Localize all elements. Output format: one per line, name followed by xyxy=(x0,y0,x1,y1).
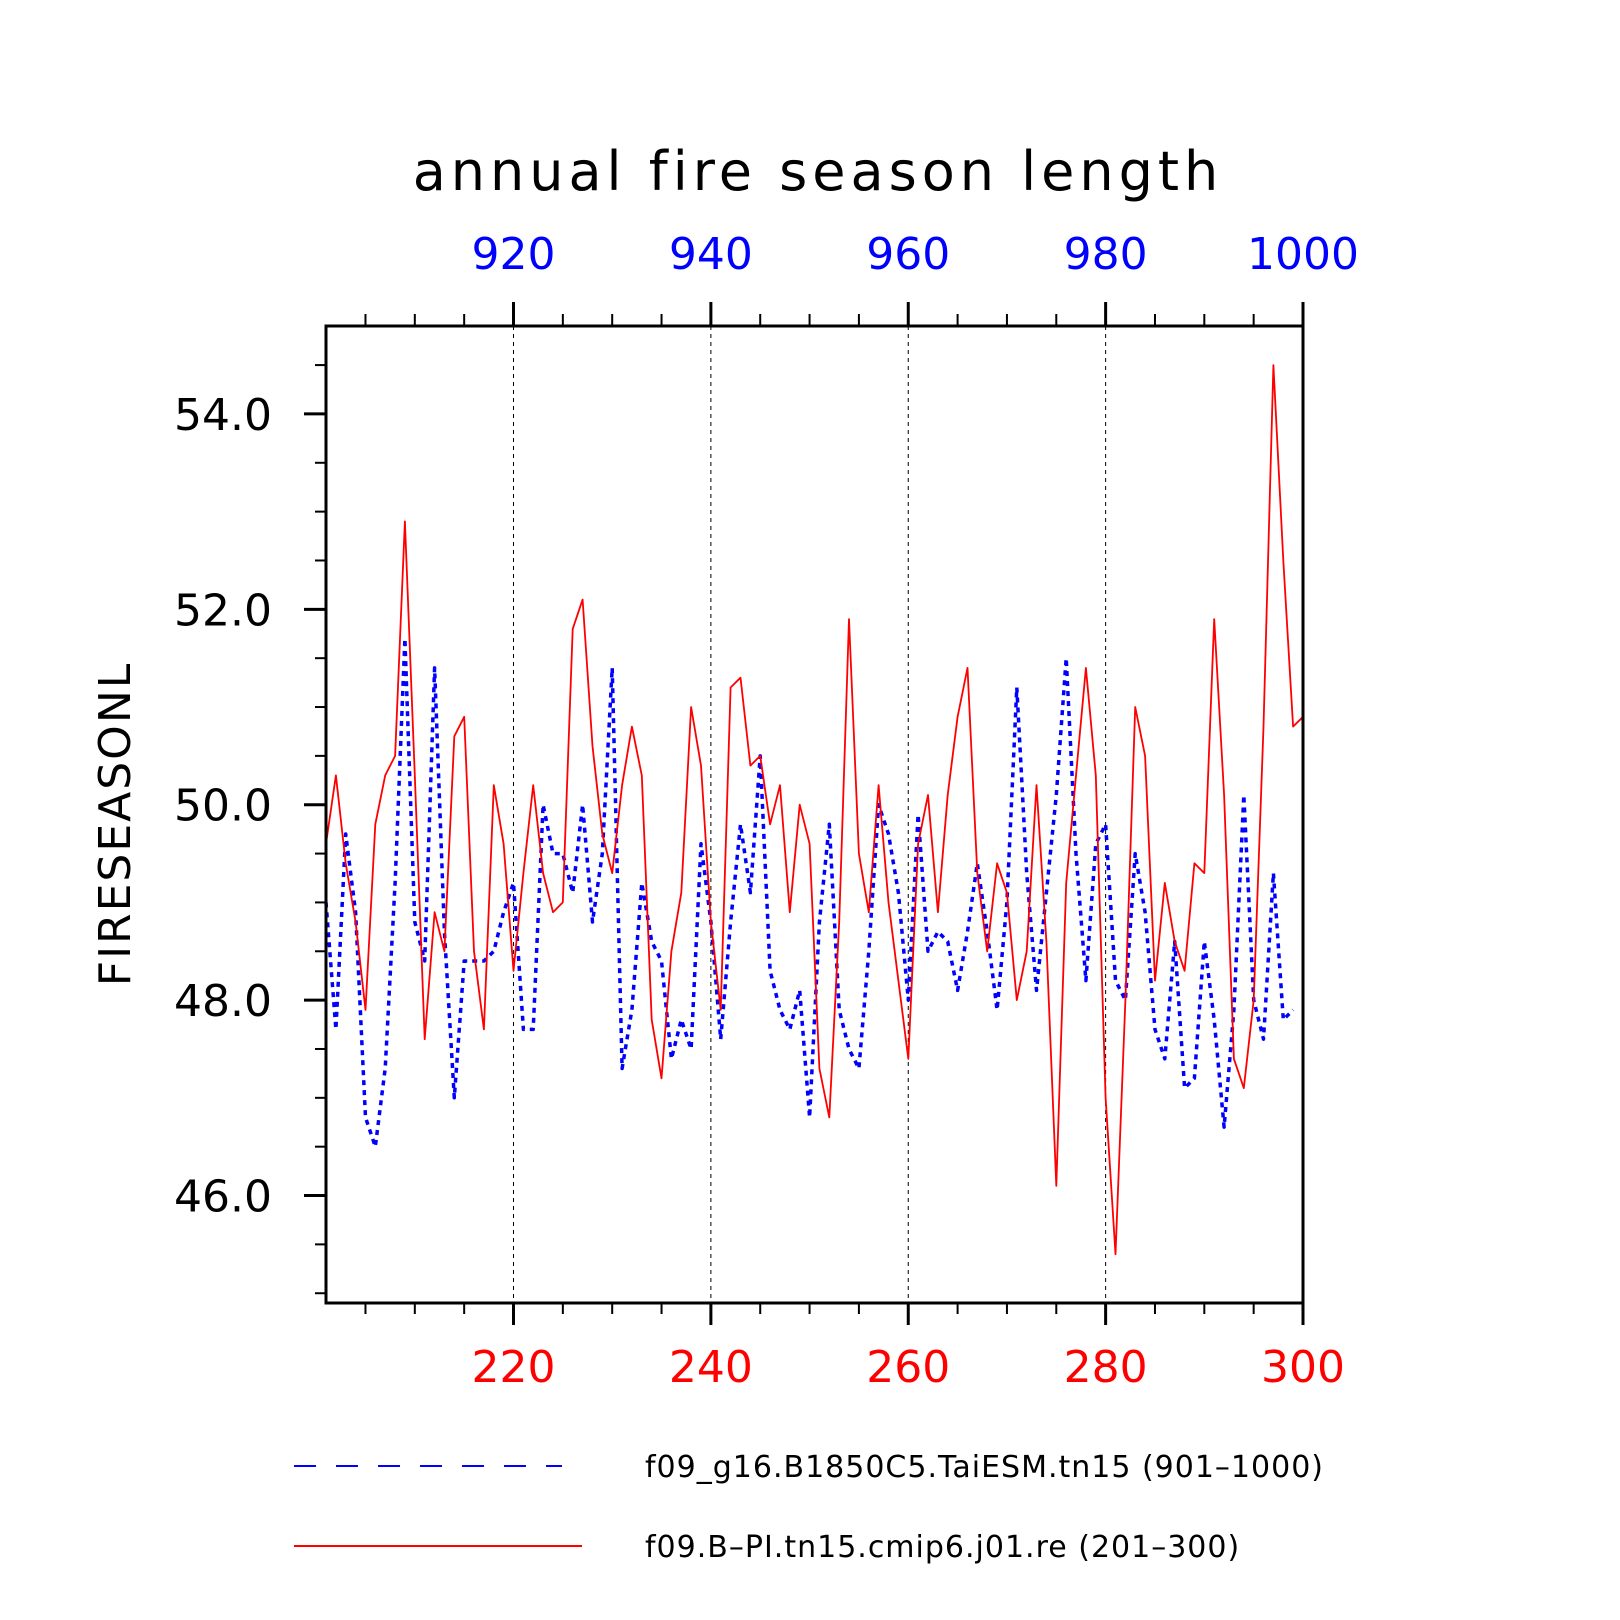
x-top-tick-label: 920 xyxy=(472,229,556,280)
x-bottom-tick-label: 240 xyxy=(669,1342,753,1393)
legend: f09_g16.B1850C5.TaiESM.tn15 (901–1000) f… xyxy=(294,1450,1324,1565)
plot-frame xyxy=(324,324,1305,1305)
y-tick-label: 46.0 xyxy=(174,1172,272,1223)
x-bottom-tick-label: 280 xyxy=(1064,1342,1148,1393)
axis-tick-labels: 220 240 260 280 300 920 940 960 980 1000 46.0 48.0 5… xyxy=(174,229,1359,1393)
series-layer xyxy=(324,364,1304,1256)
chart-title: annual fire season length xyxy=(413,140,1224,203)
y-axis-label: FIRESEASONL xyxy=(90,662,141,986)
x-bottom-tick-label: 220 xyxy=(472,1342,556,1393)
x-top-tick-label: 940 xyxy=(669,229,753,280)
x-top-tick-label: 980 xyxy=(1064,229,1148,280)
y-tick-label: 52.0 xyxy=(174,585,272,636)
x-top-tick-label: 1000 xyxy=(1247,229,1359,280)
legend-label-cmip6: f09.B–PI.tn15.cmip6.j01.re (201–300) xyxy=(645,1530,1240,1565)
x-top-tick-label: 960 xyxy=(866,229,950,280)
y-tick-label: 54.0 xyxy=(174,390,272,441)
grid-lines xyxy=(513,326,1107,1303)
legend-label-taiesm: f09_g16.B1850C5.TaiESM.tn15 (901–1000) xyxy=(645,1450,1324,1485)
axis-ticks xyxy=(304,302,1305,1325)
x-bottom-tick-label: 260 xyxy=(866,1342,950,1393)
series-line-cmip6 xyxy=(325,364,1304,1256)
y-tick-label: 48.0 xyxy=(174,976,272,1027)
x-bottom-tick-label: 300 xyxy=(1261,1342,1345,1393)
series-1 xyxy=(325,364,1304,1256)
y-tick-label: 50.0 xyxy=(174,781,272,832)
